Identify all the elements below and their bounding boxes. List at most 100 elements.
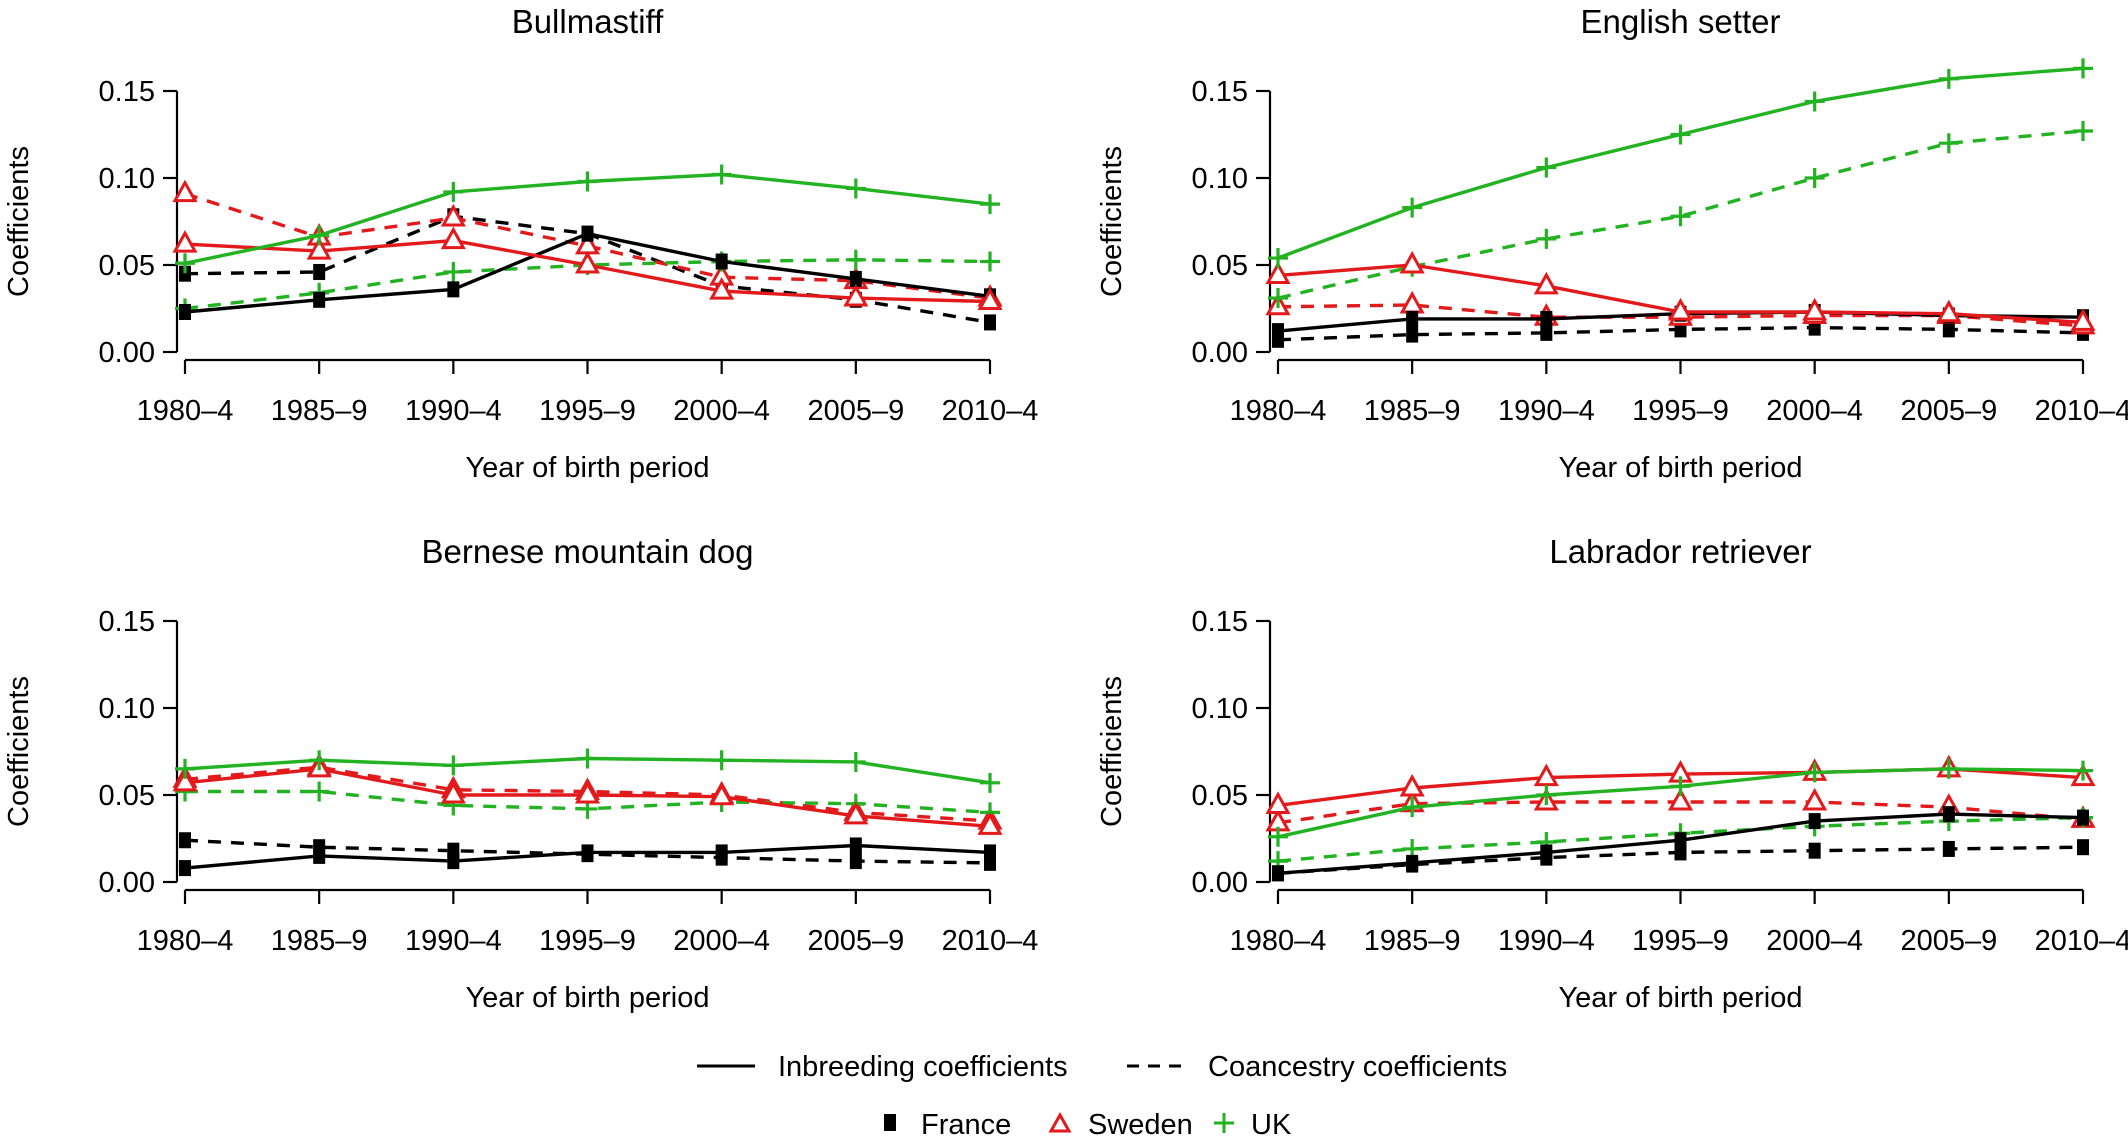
data-point-france-inbreeding — [581, 844, 594, 861]
data-point-france-coancestry — [179, 265, 191, 282]
series-uk-inbreeding — [175, 164, 1000, 274]
x-tick-label: 2000–4 — [673, 925, 770, 957]
panel-english-setter: English setter 0.00 0.05 0.10 0.15 1980–4 1985… — [1096, 3, 2128, 484]
x-tick-label: 2000–4 — [1766, 925, 1863, 957]
data-point-uk-inbreeding — [2073, 58, 2093, 79]
data-point-sweden-inbreeding — [1936, 299, 1962, 323]
data-point-sweden-inbreeding — [1533, 763, 1559, 787]
data-point-france-inbreeding — [2077, 809, 2089, 826]
data-point-uk-inbreeding — [711, 164, 732, 185]
data-point-france-coancestry — [984, 314, 996, 331]
y-tick-label: 0.05 — [1192, 780, 1248, 812]
data-point-sweden-inbreeding — [843, 283, 869, 307]
series-uk-inbreeding — [1268, 758, 2093, 847]
x-tick-label: 1980–4 — [1230, 925, 1327, 957]
data-point-france-coancestry — [1942, 321, 1955, 338]
data-point-uk-inbreeding — [980, 772, 1000, 793]
series-sweden-inbreeding — [172, 754, 1003, 835]
y-tick-label: 0.00 — [1192, 867, 1248, 899]
x-tick-label: 2005–9 — [1900, 925, 1997, 957]
legend-countries: France Sweden UK — [884, 1109, 1292, 1141]
y-tick-label: 0.15 — [1192, 76, 1248, 108]
panel-title: English setter — [1581, 3, 1781, 40]
y-tick-label: 0.10 — [99, 693, 155, 725]
y-axis-label: Coefficients — [1096, 676, 1128, 827]
data-point-uk-coancestry — [845, 249, 866, 270]
data-point-uk-coancestry — [980, 251, 1000, 272]
x-tick-label: 2005–9 — [807, 925, 904, 957]
data-point-sweden-inbreeding — [172, 230, 198, 253]
data-point-sweden-inbreeding — [1399, 250, 1425, 274]
data-point-uk-inbreeding — [309, 750, 330, 771]
data-point-uk-coancestry — [1804, 168, 1825, 188]
series-france-inbreeding — [1272, 806, 2089, 882]
legend-sweden-label: Sweden — [1088, 1109, 1193, 1141]
y-tick-label: 0.05 — [99, 780, 155, 812]
data-point-france-inbreeding — [179, 860, 191, 877]
data-point-uk-inbreeding — [1536, 785, 1557, 805]
data-point-sweden-coancestry — [172, 179, 198, 203]
x-axis-label: Year of birth period — [466, 982, 710, 1014]
data-point-france-inbreeding — [1540, 844, 1553, 861]
panel-title: Bullmastiff — [512, 3, 664, 40]
data-point-sweden-coancestry — [440, 203, 466, 227]
data-point-france-coancestry — [1406, 326, 1419, 343]
data-point-sweden-inbreeding — [1265, 791, 1291, 814]
x-tick-label: 2010–4 — [942, 925, 1039, 957]
data-point-sweden-inbreeding — [574, 780, 601, 804]
panel-bernese-mountain-dog: Bernese mountain dog 0.00 0.05 0.10 0.15 1980… — [3, 533, 1038, 1014]
panel-title: Labrador retriever — [1549, 533, 1811, 570]
data-point-france-coancestry — [849, 853, 862, 870]
y-tick-label: 0.15 — [1192, 606, 1248, 638]
data-point-sweden-coancestry — [1667, 787, 1694, 811]
data-point-uk-coancestry — [1670, 206, 1691, 227]
data-point-france-inbreeding — [1808, 813, 1821, 830]
x-tick-label: 1985–9 — [271, 395, 368, 427]
data-point-sweden-inbreeding — [440, 226, 466, 250]
x-tick-label: 1980–4 — [137, 395, 234, 427]
data-point-france-inbreeding — [715, 253, 728, 270]
x-tick-label: 1990–4 — [1498, 925, 1595, 957]
data-point-uk-coancestry — [443, 261, 464, 282]
legend-uk-label: UK — [1251, 1109, 1292, 1141]
data-point-uk-inbreeding — [577, 171, 598, 192]
data-point-france-coancestry — [1540, 324, 1553, 341]
x-axis-label: Year of birth period — [1559, 452, 1803, 484]
y-tick-label: 0.10 — [99, 163, 155, 195]
y-axis-label: Coefficients — [1096, 146, 1128, 297]
data-point-france-inbreeding — [1272, 323, 1284, 340]
data-point-uk-coancestry — [2073, 121, 2093, 142]
data-point-france-inbreeding — [984, 844, 996, 861]
data-point-france-inbreeding — [1942, 806, 1955, 823]
series-uk-inbreeding — [175, 748, 1000, 793]
data-point-uk-inbreeding — [1804, 91, 1825, 112]
x-tick-label: 1980–4 — [1230, 395, 1327, 427]
x-tick-label: 1985–9 — [1364, 925, 1461, 957]
data-point-france-inbreeding — [849, 837, 862, 854]
x-tick-label: 1985–9 — [271, 925, 368, 957]
y-axis-label: Coefficients — [3, 676, 35, 827]
data-point-sweden-inbreeding — [1399, 773, 1425, 797]
data-point-uk-inbreeding — [309, 225, 330, 246]
data-point-france-inbreeding — [313, 847, 326, 864]
data-point-uk-coancestry — [309, 781, 330, 802]
data-point-sweden-inbreeding — [709, 277, 735, 300]
series-uk-inbreeding — [1268, 58, 2093, 269]
data-point-france-coancestry — [179, 832, 191, 849]
data-point-sweden-inbreeding — [977, 812, 1003, 835]
series-sweden-coancestry — [172, 179, 1003, 307]
legend-inbreeding-label: Inbreeding coefficients — [778, 1051, 1068, 1083]
data-point-uk-inbreeding — [2073, 760, 2093, 781]
data-point-france-inbreeding — [715, 844, 728, 861]
x-tick-label: 1995–9 — [539, 395, 636, 427]
x-tick-label: 2000–4 — [1766, 395, 1863, 427]
data-point-france-inbreeding — [1406, 854, 1419, 871]
data-point-france-inbreeding — [313, 291, 326, 308]
data-point-uk-inbreeding — [1268, 248, 1288, 269]
data-point-sweden-inbreeding — [709, 782, 735, 806]
x-tick-label: 1995–9 — [1632, 395, 1729, 427]
series-uk-coancestry — [1268, 121, 2093, 309]
data-point-france-inbreeding — [179, 303, 191, 320]
data-point-sweden-inbreeding — [1533, 271, 1559, 295]
